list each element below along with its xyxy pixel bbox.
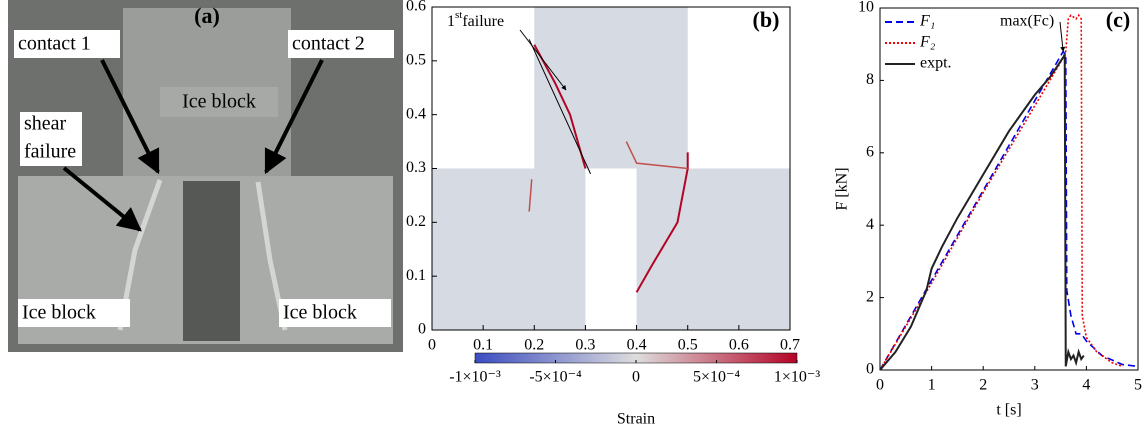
- panel-label: (b): [753, 7, 780, 32]
- legend-label: F₂: [919, 34, 936, 51]
- strain-field: [432, 7, 790, 330]
- y-tick-label: 0: [866, 361, 874, 378]
- y-axis-label: F [kN]: [834, 167, 851, 210]
- x-tick-label: 0.1: [473, 337, 493, 354]
- x-tick-label: 3: [1031, 377, 1039, 394]
- y-tick-label: 0.2: [406, 213, 426, 230]
- failure-line: [528, 39, 591, 175]
- label-box: [18, 299, 130, 327]
- x-tick-label: 0.6: [729, 337, 749, 354]
- annotation-arrow: [1059, 21, 1066, 52]
- legend-label: expt.: [920, 55, 952, 72]
- x-tick-label: 0.2: [524, 337, 544, 354]
- y-tick-label: 2: [866, 288, 874, 305]
- y-tick-label: 0: [418, 321, 426, 338]
- label-box: [279, 299, 391, 327]
- y-tick-label: 0.4: [406, 105, 426, 122]
- colorbar-tick-label: -1×10⁻³: [449, 369, 501, 386]
- annotation: 1stfailure: [447, 9, 504, 30]
- x-tick-label: 0.4: [627, 337, 647, 354]
- colorbar-tick-label: 5×10⁻⁴: [693, 369, 740, 386]
- label-box: [14, 30, 120, 58]
- series-line: [879, 13, 1123, 371]
- annotation: max(Fc): [1000, 13, 1054, 30]
- legend-label: F₁: [919, 13, 935, 30]
- label-box: [288, 30, 394, 58]
- colorbar-tick-label: 1×10⁻³: [774, 369, 820, 386]
- slot: [183, 181, 240, 341]
- frame: [879, 7, 1139, 371]
- series-line: [879, 51, 1085, 371]
- x-tick-label: 0: [428, 337, 436, 354]
- crack: [533, 44, 587, 169]
- block: [636, 168, 790, 330]
- annotation-part: st: [455, 9, 462, 21]
- x-tick-label: 0.3: [575, 337, 595, 354]
- photo-label: shear: [24, 113, 67, 135]
- photo-label: Ice block: [283, 302, 357, 324]
- photo-label: Ice block: [182, 91, 256, 113]
- annotation-part: failure: [462, 13, 504, 30]
- y-tick-label: 0.1: [406, 267, 426, 284]
- block: [432, 168, 586, 330]
- panel-label: (a): [194, 3, 220, 28]
- x-tick-label: 1: [928, 377, 936, 394]
- x-tick-label: 4: [1082, 377, 1090, 394]
- annotation-arrow: [519, 29, 567, 91]
- colorbar-tick-label: -5×10⁻⁴: [529, 369, 582, 386]
- photo-label: Ice block: [22, 302, 96, 324]
- y-tick-label: 10: [858, 0, 874, 16]
- y-tick-label: 0.6: [406, 0, 426, 15]
- arrows: [62, 59, 324, 232]
- photo-label: contact 1: [18, 33, 91, 55]
- x-axis-label: t [s]: [996, 402, 1021, 419]
- x-tick-label: 0: [876, 377, 884, 394]
- x-tick-label: 2: [979, 377, 987, 394]
- crack: [635, 152, 689, 293]
- y-tick-label: 8: [866, 71, 874, 88]
- photo-panel: (a) contact 1 contact 2 shear failure Ic…: [8, 0, 403, 352]
- colorbar-tick-label: 0: [632, 369, 640, 386]
- label-box: [160, 87, 278, 117]
- x-tick-label: 0.5: [678, 337, 698, 354]
- label-box: [20, 112, 82, 166]
- series-line: [879, 49, 1139, 371]
- crack: [528, 141, 688, 212]
- colorbar-label: Strain: [617, 411, 655, 428]
- y-tick-label: 4: [866, 216, 874, 233]
- annotation-part: 1: [447, 13, 455, 30]
- block: [534, 7, 688, 169]
- y-tick-label: 0.3: [406, 159, 426, 176]
- photo-label: contact 2: [292, 33, 365, 55]
- x-tick-label: 5: [1134, 377, 1142, 394]
- x-tick-label: 0.7: [780, 337, 800, 354]
- panel-label: (c): [1106, 7, 1130, 32]
- y-tick-label: 6: [866, 143, 874, 160]
- photo-label: failure: [24, 141, 76, 163]
- y-tick-label: 0.5: [406, 52, 426, 69]
